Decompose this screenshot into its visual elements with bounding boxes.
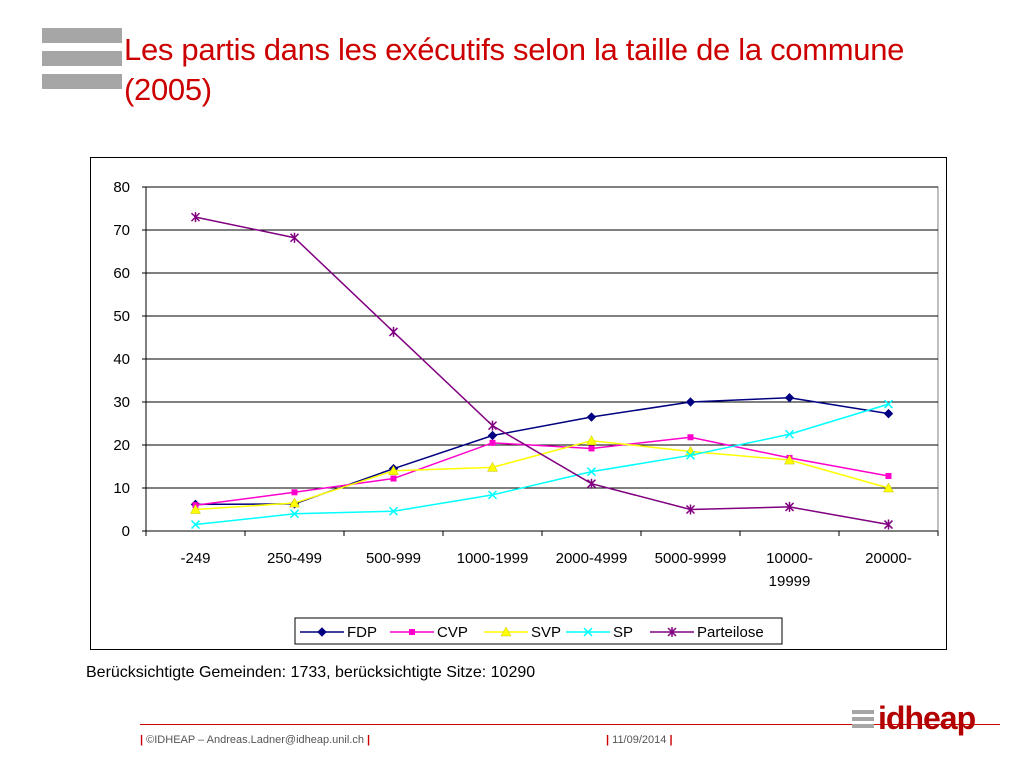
x-tick-label: 250-499 [267,550,322,567]
x-tick-label: 5000-9999 [655,550,727,567]
data-point-fdp [883,408,894,419]
legend-marker-cvp [409,629,415,635]
data-point-cvp [588,445,595,452]
x-tick-label: -249 [180,550,210,567]
footer-copyright-text: ©IDHEAP – Andreas.Ladner@idheap.unil.ch [146,734,364,746]
footer-pipe: | [606,734,610,746]
series-line-sp [195,403,889,526]
data-point-parteilose [388,326,399,337]
brand-wordmark: idheap [878,700,976,736]
legend-marker-sp [583,627,593,637]
legend-marker-fdp [317,627,327,637]
y-tick-label: 0 [122,523,130,540]
x-tick-label: 10000-19999 [766,550,813,590]
data-point-sp [190,520,201,530]
data-point-sp [685,450,696,460]
data-point-sp [586,467,597,477]
footer-pipe: | [669,734,673,746]
data-point-cvp [291,489,298,496]
legend-label-parteilose: Parteilose [697,624,764,641]
footer-pipe: | [367,734,371,746]
y-tick-label: 40 [113,351,130,368]
x-tick-label: 1000-1999 [457,550,529,567]
data-point-svp [289,497,300,508]
logo-stripe [852,710,874,714]
data-point-fdp [586,412,597,422]
y-tick-label: 80 [113,179,130,196]
data-point-svp [190,503,201,514]
data-point-sp [784,429,795,439]
logo-stripe [852,724,874,728]
footer-divider [140,724,1000,725]
footer-pipe: | [140,734,144,746]
y-tick-label: 20 [113,437,130,454]
legend-marker-svp [500,626,512,637]
x-tick-label: 2000-4999 [556,550,628,567]
legend-label-cvp: CVP [437,624,468,641]
x-tick-label: 500-999 [366,550,421,567]
chart-caption: Berücksichtigte Gemeinden: 1733, berücks… [86,664,536,681]
data-point-cvp [687,434,694,441]
legend-marker-parteilose [667,627,677,637]
slide-logo-bars [42,28,122,97]
footer-copyright: | ©IDHEAP – Andreas.Ladner@idheap.unil.c… [140,734,370,746]
y-tick-label: 10 [113,480,130,497]
data-point-sp [289,509,300,519]
data-point-sp [388,506,399,516]
logo-bar [42,51,122,66]
line-chart: 0 10 20 30 40 50 60 70 80 -249 250-499 500-999 1000-… [113,179,939,645]
chart-legend [294,617,783,645]
data-point-cvp [885,472,892,479]
data-point-sp [487,490,498,500]
data-point-sp [883,399,894,409]
logo-bar [42,28,122,43]
y-tick-label: 50 [113,308,130,325]
legend-label-sp: SP [613,624,633,641]
y-tick-label: 30 [113,394,130,411]
data-point-cvp [489,439,496,446]
idheap-logo: idheap [852,700,976,744]
logo-stripe [852,717,874,721]
data-point-svp [388,465,399,476]
series-line-parteilose [195,216,889,526]
data-point-fdp [487,430,498,441]
data-point-parteilose [784,501,795,512]
data-point-svp [586,435,597,445]
footer-date: | 11/09/2014 | [606,734,673,746]
legend-label-svp: SVP [531,624,561,641]
legend-label-fdp: FDP [347,624,377,641]
data-point-cvp [390,475,397,482]
data-point-svp [883,482,894,493]
data-point-parteilose [289,232,300,243]
data-point-parteilose [190,212,201,223]
data-point-parteilose [487,420,498,431]
data-point-fdp [784,392,795,403]
data-point-parteilose [586,478,597,489]
data-point-svp [487,461,498,472]
data-point-fdp [685,397,696,407]
data-point-svp [784,454,795,465]
data-point-parteilose [685,504,696,515]
logo-bar [42,74,122,89]
series-line-cvp [195,436,889,506]
footer-date-text: 11/09/2014 [612,734,667,746]
y-tick-label: 70 [113,222,130,239]
data-point-parteilose [883,519,894,530]
x-tick-label: 20000- [865,550,912,567]
slide-title: Les partis dans les exécutifs selon la t… [124,32,905,107]
y-tick-label: 60 [113,265,130,282]
